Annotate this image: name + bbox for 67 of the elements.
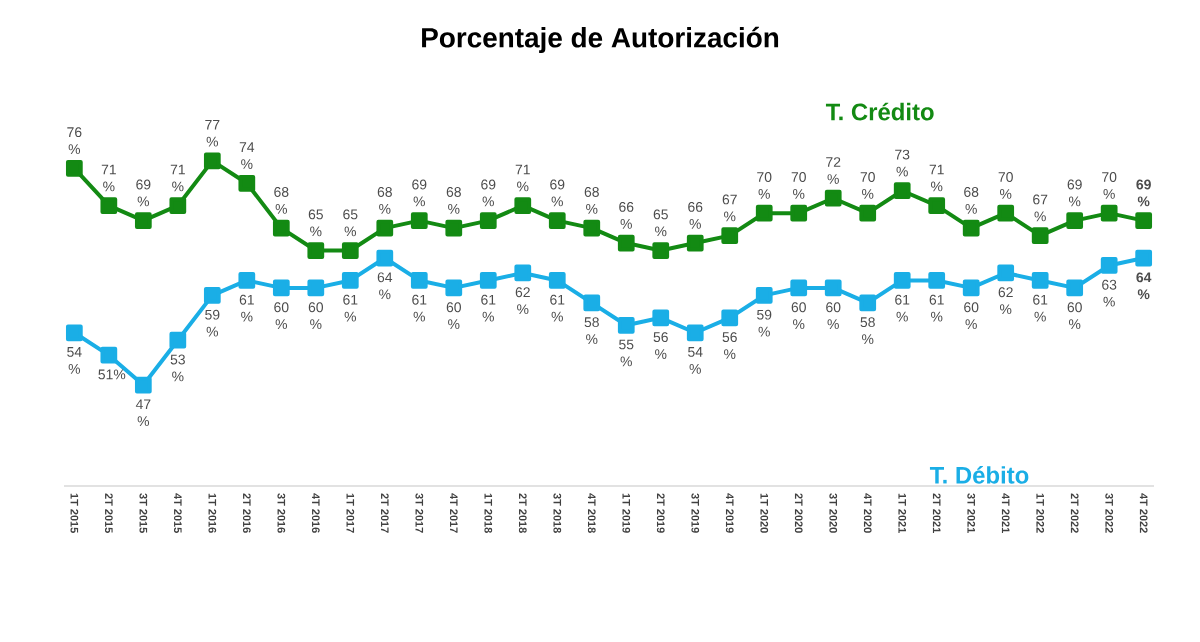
point [617,234,635,252]
point [721,227,739,244]
point [169,197,187,215]
point [376,249,394,267]
point [341,242,359,259]
point [1066,212,1084,230]
point [203,287,221,304]
point [790,279,808,297]
point [755,287,773,304]
point [617,316,635,334]
point [1031,272,1049,289]
point [410,272,428,289]
point [1100,204,1118,222]
point [341,272,359,289]
point [307,242,325,259]
point [169,331,187,349]
point [755,204,773,222]
text: T. Crédito [825,102,934,121]
point [652,309,670,327]
point [548,272,566,289]
point [100,346,118,364]
point [583,219,601,237]
point [686,324,704,342]
point [272,219,290,237]
point [1031,227,1049,244]
point [479,212,497,230]
point [514,197,532,215]
point [859,294,877,312]
point [893,182,911,200]
text: T. Débito [929,465,1029,484]
point [307,279,325,297]
point [203,152,221,170]
point [1100,257,1118,274]
point [100,197,118,215]
point [376,219,394,237]
point [686,234,704,252]
point [134,376,152,394]
point [514,264,532,282]
point [928,197,946,215]
point [65,324,83,342]
point [824,189,842,207]
point [1066,279,1084,297]
point [272,279,290,297]
point [962,279,980,297]
point [997,264,1015,282]
point [928,272,946,289]
point [997,204,1015,222]
point [859,204,877,222]
point [652,242,670,259]
point [410,212,428,230]
point [238,272,256,289]
point [479,272,497,289]
point [824,279,842,297]
point [962,219,980,237]
point [238,174,256,192]
point [65,159,83,177]
point [445,279,463,297]
point [1135,249,1153,267]
point [548,212,566,230]
point [445,219,463,237]
point [721,309,739,327]
point [134,212,152,230]
chart-title: Porcentaje de Autorización [422,26,779,54]
point [583,294,601,312]
point [1135,212,1153,230]
point [790,204,808,222]
point [893,272,911,289]
